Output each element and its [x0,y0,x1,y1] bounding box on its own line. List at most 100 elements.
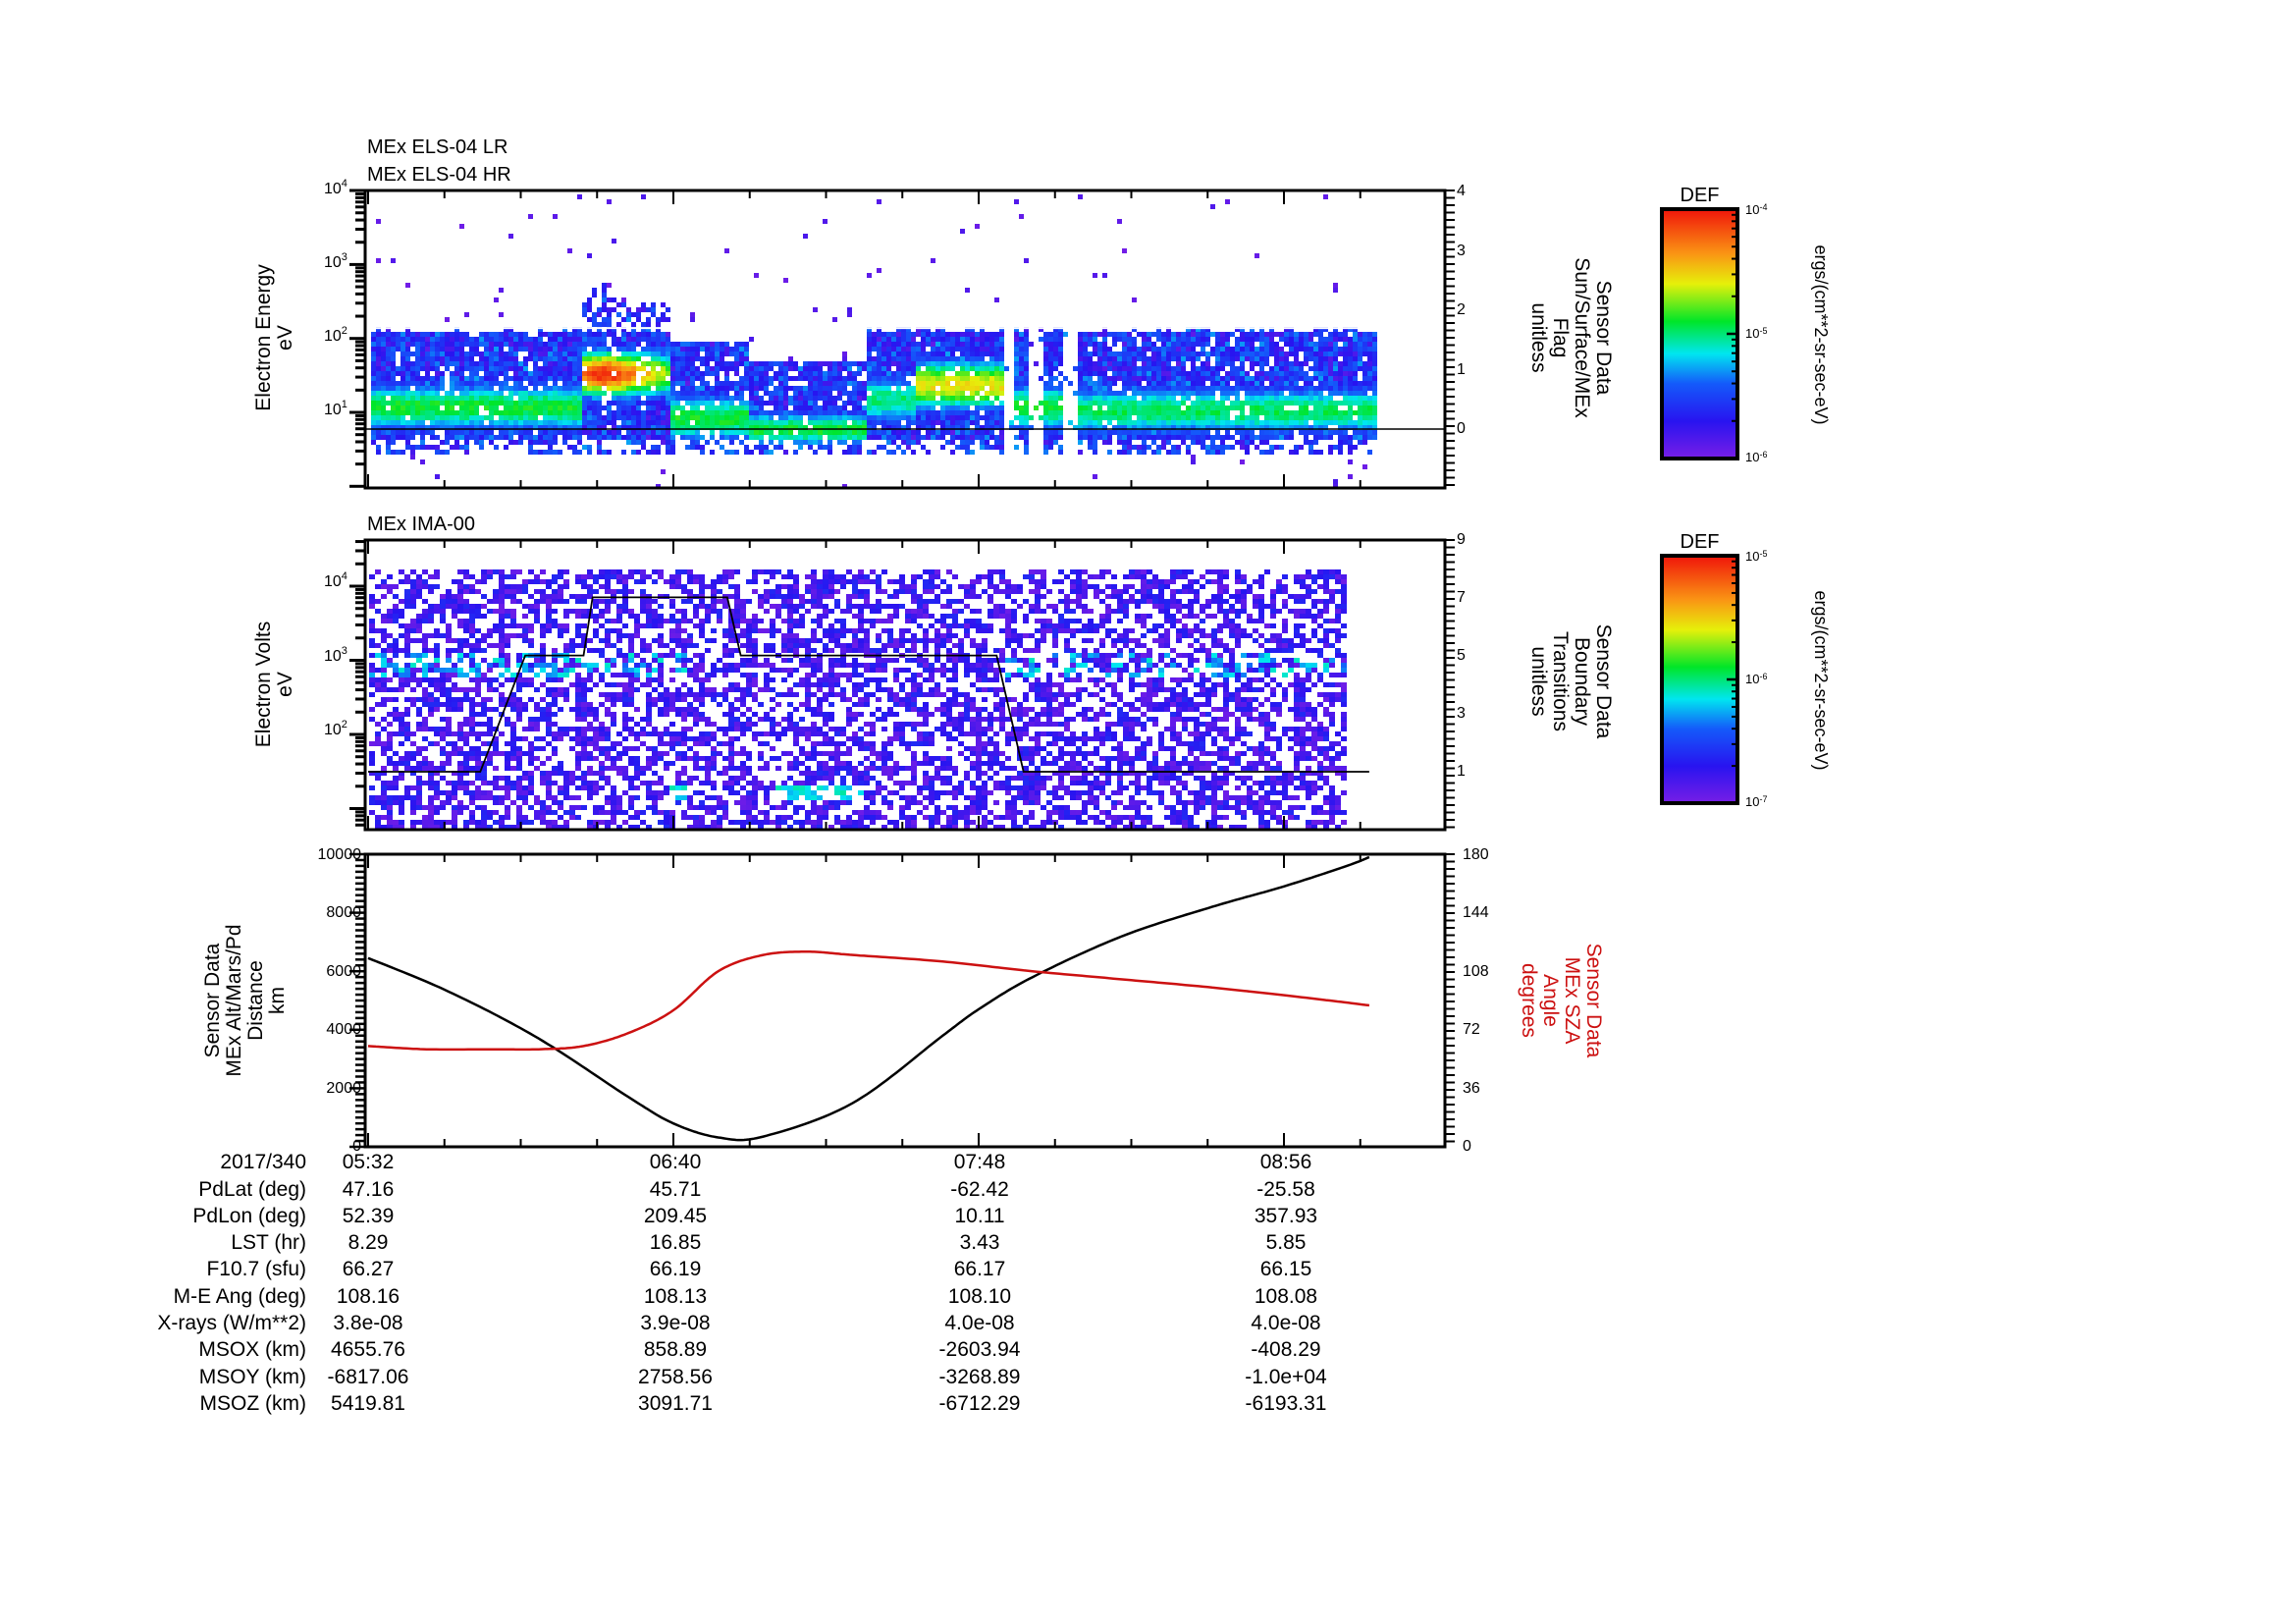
els-ylabel: Electron Energy eV [252,264,296,411]
ima-y2label: Sensor Data Boundary Transitions unitless [1527,623,1615,739]
row-value: -6193.31 [1245,1392,1327,1415]
row-value: 4.0e-08 [1251,1312,1321,1334]
row-value: 2758.56 [638,1366,713,1388]
row-value: 858.89 [643,1338,708,1361]
row-value: 5419.81 [331,1392,405,1415]
altitude-line [367,855,1370,1142]
ima-y2tick-5: 5 [1457,647,1466,664]
els-colorbar [1660,207,1739,460]
row-value: 108.13 [643,1285,708,1308]
row-value: 4.0e-08 [944,1312,1015,1334]
row-value: 108.08 [1254,1285,1318,1308]
els-title-hr: MEx ELS-04 HR [367,164,511,186]
row-value: 108.16 [336,1285,400,1308]
row-value: -25.58 [1256,1178,1315,1201]
row-label: F10.7 (sfu) [206,1258,306,1280]
orbit-ytick-8000: 8000 [326,904,361,921]
els-colorbar-title: DEF [1680,185,1720,206]
row-value: 4655.76 [331,1338,405,1361]
els-colorbar-min: 10-6 [1745,450,1768,464]
ima-spectrogram [369,569,1347,830]
row-value: 66.17 [953,1258,1006,1280]
orbit-y2tick-180: 180 [1463,846,1489,863]
orbit-axes [349,852,1455,1149]
time-label-1: 06:40 [649,1151,702,1173]
ima-ytick-1e4: 104 [324,570,347,590]
row-value: -408.29 [1251,1338,1321,1361]
row-value: 66.15 [1259,1258,1312,1280]
row-value: 66.27 [342,1258,395,1280]
ima-colorbar-title: DEF [1680,531,1720,553]
els-colorbar-mid: 10-5 [1745,326,1768,341]
els-spectrogram [369,194,1377,489]
ima-y2tick-1: 1 [1457,763,1466,780]
orbit-ytick-4000: 4000 [326,1021,361,1038]
ima-ytick-1e3: 103 [324,645,347,665]
orbit-y2tick-72: 72 [1463,1021,1480,1038]
orbit-ylabel: Sensor Data MEx Alt/Mars/Pd Distance km [201,924,289,1077]
ima-y2tick-7: 7 [1457,589,1466,606]
orbit-y2label: Sensor Data MEx SZA Angle degrees [1518,943,1605,1058]
orbit-y2tick-144: 144 [1463,904,1489,921]
row-value: 5.85 [1265,1231,1307,1254]
row-label: MSOX (km) [198,1338,306,1361]
row-label: MSOY (km) [198,1366,306,1388]
row-value: 3091.71 [638,1392,713,1415]
row-value: 8.29 [347,1231,389,1254]
time-label-3: 08:56 [1259,1151,1312,1173]
ima-ytick-1e2: 102 [324,719,347,738]
row-label: PdLon (deg) [192,1205,306,1227]
row-value: 66.19 [649,1258,702,1280]
row-value: 209.45 [643,1205,708,1227]
ima-colorbar-units: ergs/(cm**2-sr-sec-eV) [1811,590,1831,771]
els-ytick-1e4: 104 [324,178,347,197]
time-label-0: 05:32 [342,1151,395,1173]
row-value: 3.9e-08 [640,1312,711,1334]
els-y2tick-2: 2 [1457,301,1466,318]
row-value: -1.0e+04 [1245,1366,1327,1388]
row-value: 108.10 [947,1285,1012,1308]
els-y2tick-0: 0 [1457,420,1466,437]
ima-ylabel: Electron Volts eV [252,621,296,748]
orbit-y2tick-0: 0 [1463,1138,1471,1155]
ima-y2tick-3: 3 [1457,705,1466,722]
ima-y2tick-9: 9 [1457,531,1466,548]
els-ytick-1e1: 101 [324,399,347,418]
orbit-ytick-10000: 10000 [317,846,362,863]
ima-colorbar [1660,554,1739,805]
ima-colorbar-max: 10-5 [1745,549,1768,564]
row-value: -6817.06 [327,1366,409,1388]
ima-axes [349,538,1455,832]
row-value: 10.11 [954,1205,1005,1227]
row-value: 16.85 [649,1231,702,1254]
row-value: -3268.89 [938,1366,1021,1388]
row-label: PdLat (deg) [198,1178,306,1201]
row-label: M-E Ang (deg) [173,1285,306,1308]
els-y2label: Sensor Data Sun/Surface/MEx Flag unitless [1527,257,1615,418]
row-label: MSOZ (km) [199,1392,306,1415]
els-colorbar-max: 10-4 [1745,202,1768,217]
row-value: 357.93 [1254,1205,1318,1227]
orbit-y2tick-108: 108 [1463,963,1489,980]
row-value: 45.71 [649,1178,702,1201]
els-axes [349,189,1455,490]
orbit-ytick-6000: 6000 [326,963,361,980]
els-title-lr: MEx ELS-04 LR [367,136,508,158]
sza-line [367,950,1370,1052]
orbit-ytick-0: 0 [352,1138,361,1155]
row-label: X-rays (W/m**2) [157,1312,306,1334]
orbit-y2tick-36: 36 [1463,1080,1480,1097]
row-value: 3.43 [959,1231,1000,1254]
els-y2tick-1: 1 [1457,361,1466,378]
ima-boundary-line [368,596,1369,773]
els-ytick-1e2: 102 [324,325,347,345]
row-value: 52.39 [342,1205,395,1227]
ima-title: MEx IMA-00 [367,514,476,535]
row-value: -2603.94 [938,1338,1021,1361]
els-colorbar-units: ergs/(cm**2-sr-sec-eV) [1811,244,1831,425]
ima-colorbar-mid: 10-6 [1745,672,1768,686]
row-value: -62.42 [950,1178,1009,1201]
els-y2tick-3: 3 [1457,243,1466,259]
row-value: -6712.29 [938,1392,1021,1415]
